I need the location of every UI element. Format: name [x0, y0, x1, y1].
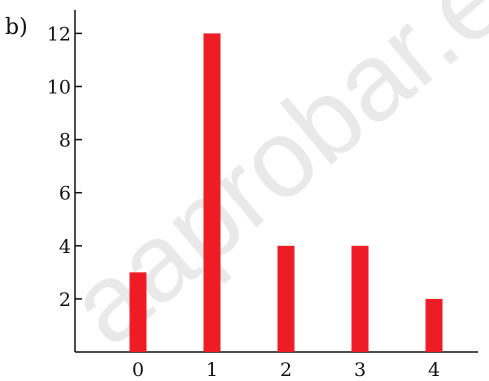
y-tick-label-2: 2 [59, 289, 71, 311]
bar-2 [277, 245, 295, 352]
bar-3 [351, 245, 369, 352]
y-ticks: 2 4 6 8 10 12 [47, 23, 82, 311]
y-tick-label-4: 4 [59, 236, 71, 258]
y-tick-label-10: 10 [47, 77, 71, 99]
y-tick-label-12: 12 [47, 23, 71, 45]
x-tick-label-1: 1 [206, 359, 218, 381]
y-tick-label-6: 6 [59, 183, 71, 205]
bar-1 [203, 33, 221, 353]
y-tick-label-8: 8 [59, 130, 71, 152]
bars [129, 33, 443, 353]
x-tick-label-0: 0 [132, 359, 144, 381]
x-tick-label-2: 2 [280, 359, 292, 381]
x-tick-label-4: 4 [428, 359, 440, 381]
bar-0 [129, 272, 147, 352]
x-tick-label-3: 3 [354, 359, 366, 381]
watermark: aaprobar.e [46, 0, 489, 368]
x-ticks: 0 1 2 3 4 [132, 359, 440, 381]
panel-label: b) [5, 15, 28, 40]
bar-4 [425, 298, 443, 352]
